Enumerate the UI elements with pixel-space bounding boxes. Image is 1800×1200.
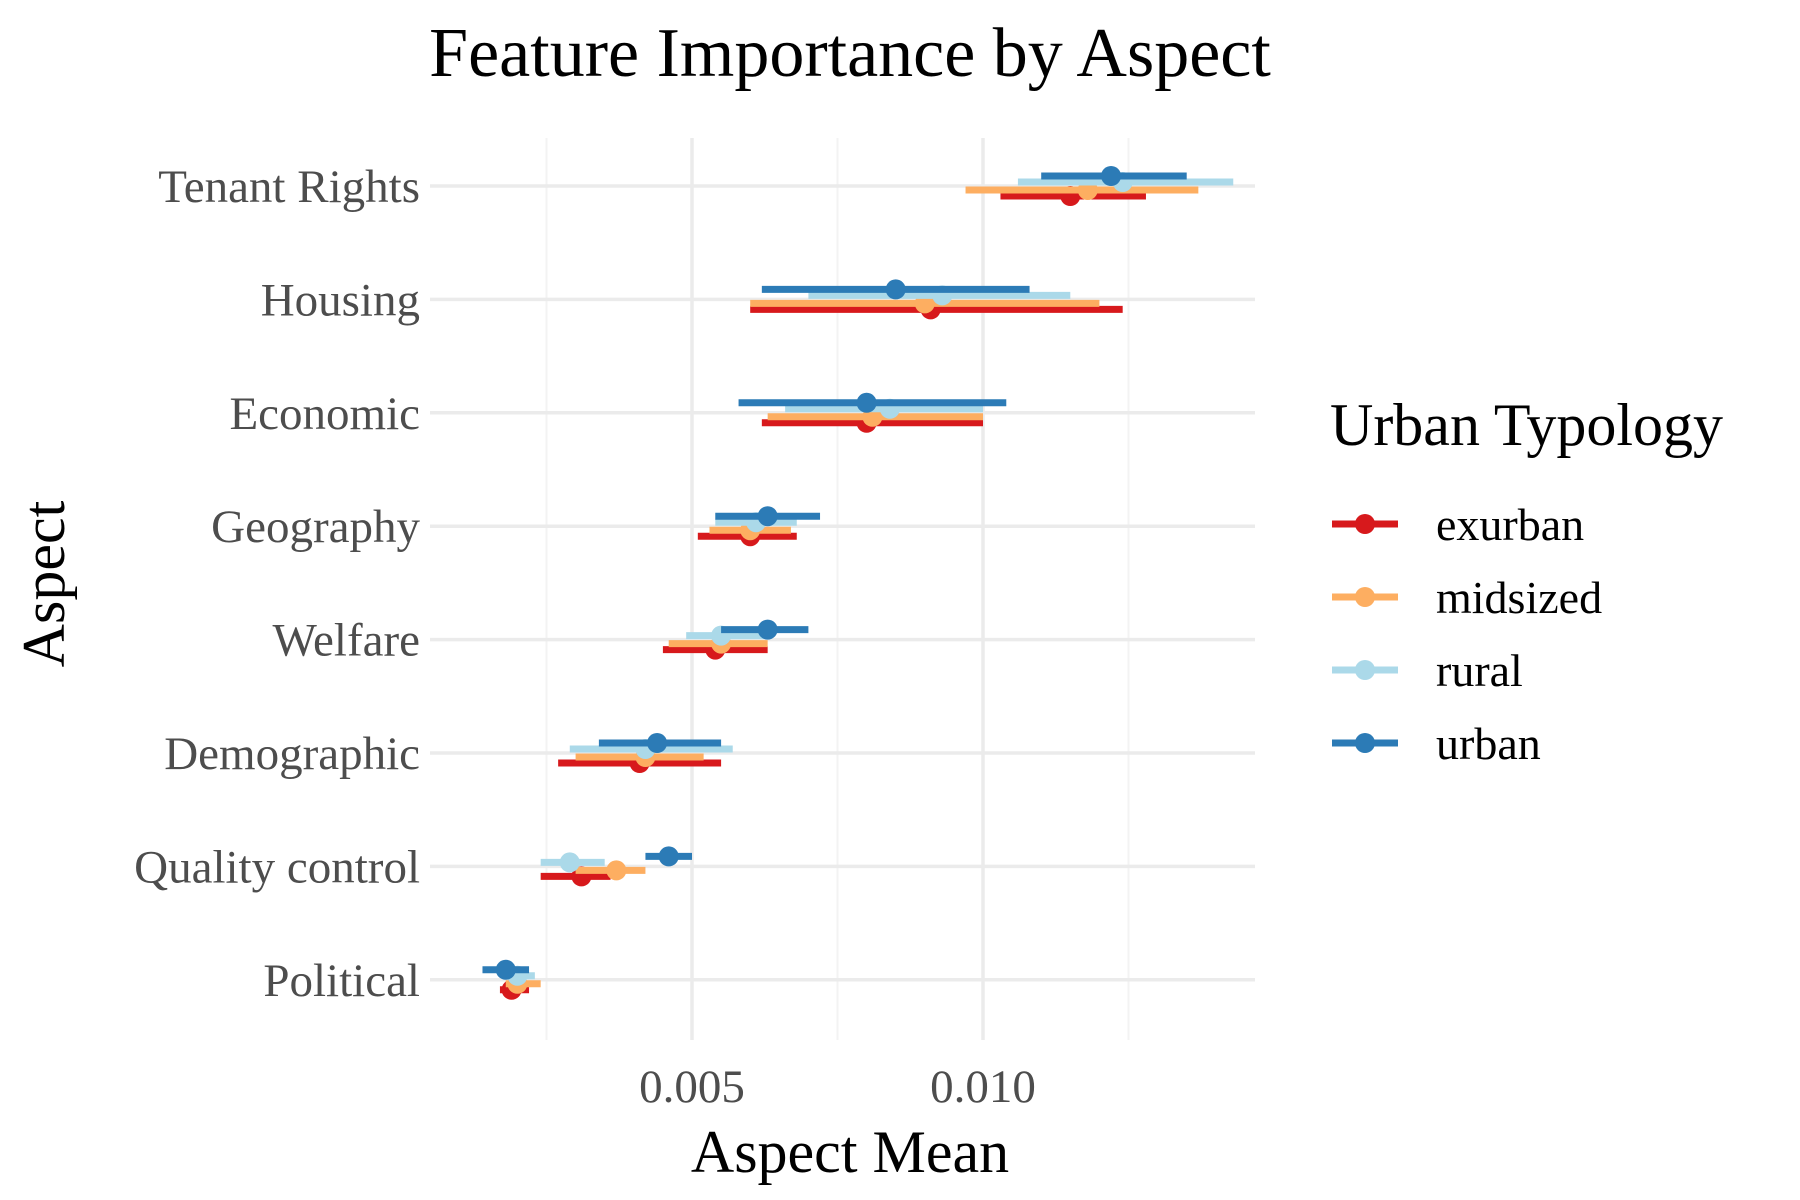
legend-title: Urban Typology: [1330, 392, 1723, 458]
y-tick-label: Economic: [229, 388, 420, 440]
series-midsized: [505, 180, 1199, 994]
y-tick-label: Political: [263, 955, 420, 1007]
legend-key-point: [1355, 733, 1375, 753]
legend-item-rural: rural: [1332, 645, 1523, 696]
legend-key-point: [1355, 660, 1375, 680]
x-axis-title: Aspect Mean: [691, 1119, 1009, 1185]
mean-point: [885, 279, 906, 300]
legend-label: urban: [1436, 718, 1541, 769]
legend-item-exurban: exurban: [1332, 499, 1584, 550]
mean-point: [606, 860, 627, 881]
chart-title: Feature Importance by Aspect: [429, 15, 1271, 92]
mean-point: [495, 959, 516, 980]
mean-point: [658, 846, 679, 867]
y-tick-label: Demographic: [164, 728, 420, 780]
y-tick-label: Quality control: [134, 841, 420, 893]
y-tick-label: Welfare: [272, 615, 420, 667]
y-tick-label: Housing: [261, 274, 420, 326]
series-exurban: [499, 186, 1146, 1000]
mean-point: [1101, 166, 1122, 186]
legend-item-midsized: midsized: [1332, 572, 1602, 623]
x-tick-label: 0.010: [930, 1061, 1036, 1113]
mean-point: [559, 852, 580, 873]
y-tick-label: Tenant Rights: [158, 161, 420, 213]
y-axis-title: Aspect: [11, 500, 77, 667]
x-axis-tick-labels: 0.005 0.010: [639, 1061, 1036, 1113]
mean-point: [757, 506, 778, 527]
y-tick-label: Geography: [211, 501, 420, 553]
legend: Urban Typology exurban midsized rural urban: [1330, 392, 1723, 769]
legend-label: exurban: [1436, 499, 1584, 550]
legend-key-point: [1355, 514, 1375, 534]
legend-key-point: [1355, 587, 1375, 607]
legend-item-urban: urban: [1332, 718, 1541, 769]
y-axis-tick-labels: Tenant Rights Housing Economic Geography Wel…: [134, 161, 420, 1007]
x-tick-label: 0.005: [639, 1061, 745, 1113]
legend-label: midsized: [1436, 572, 1602, 623]
series-urban: [482, 166, 1187, 980]
mean-point: [757, 619, 778, 640]
mean-point: [647, 733, 668, 753]
plot-marks: [482, 166, 1234, 1000]
legend-label: rural: [1436, 645, 1523, 696]
grid: [430, 138, 1255, 1040]
mean-point: [856, 392, 877, 413]
